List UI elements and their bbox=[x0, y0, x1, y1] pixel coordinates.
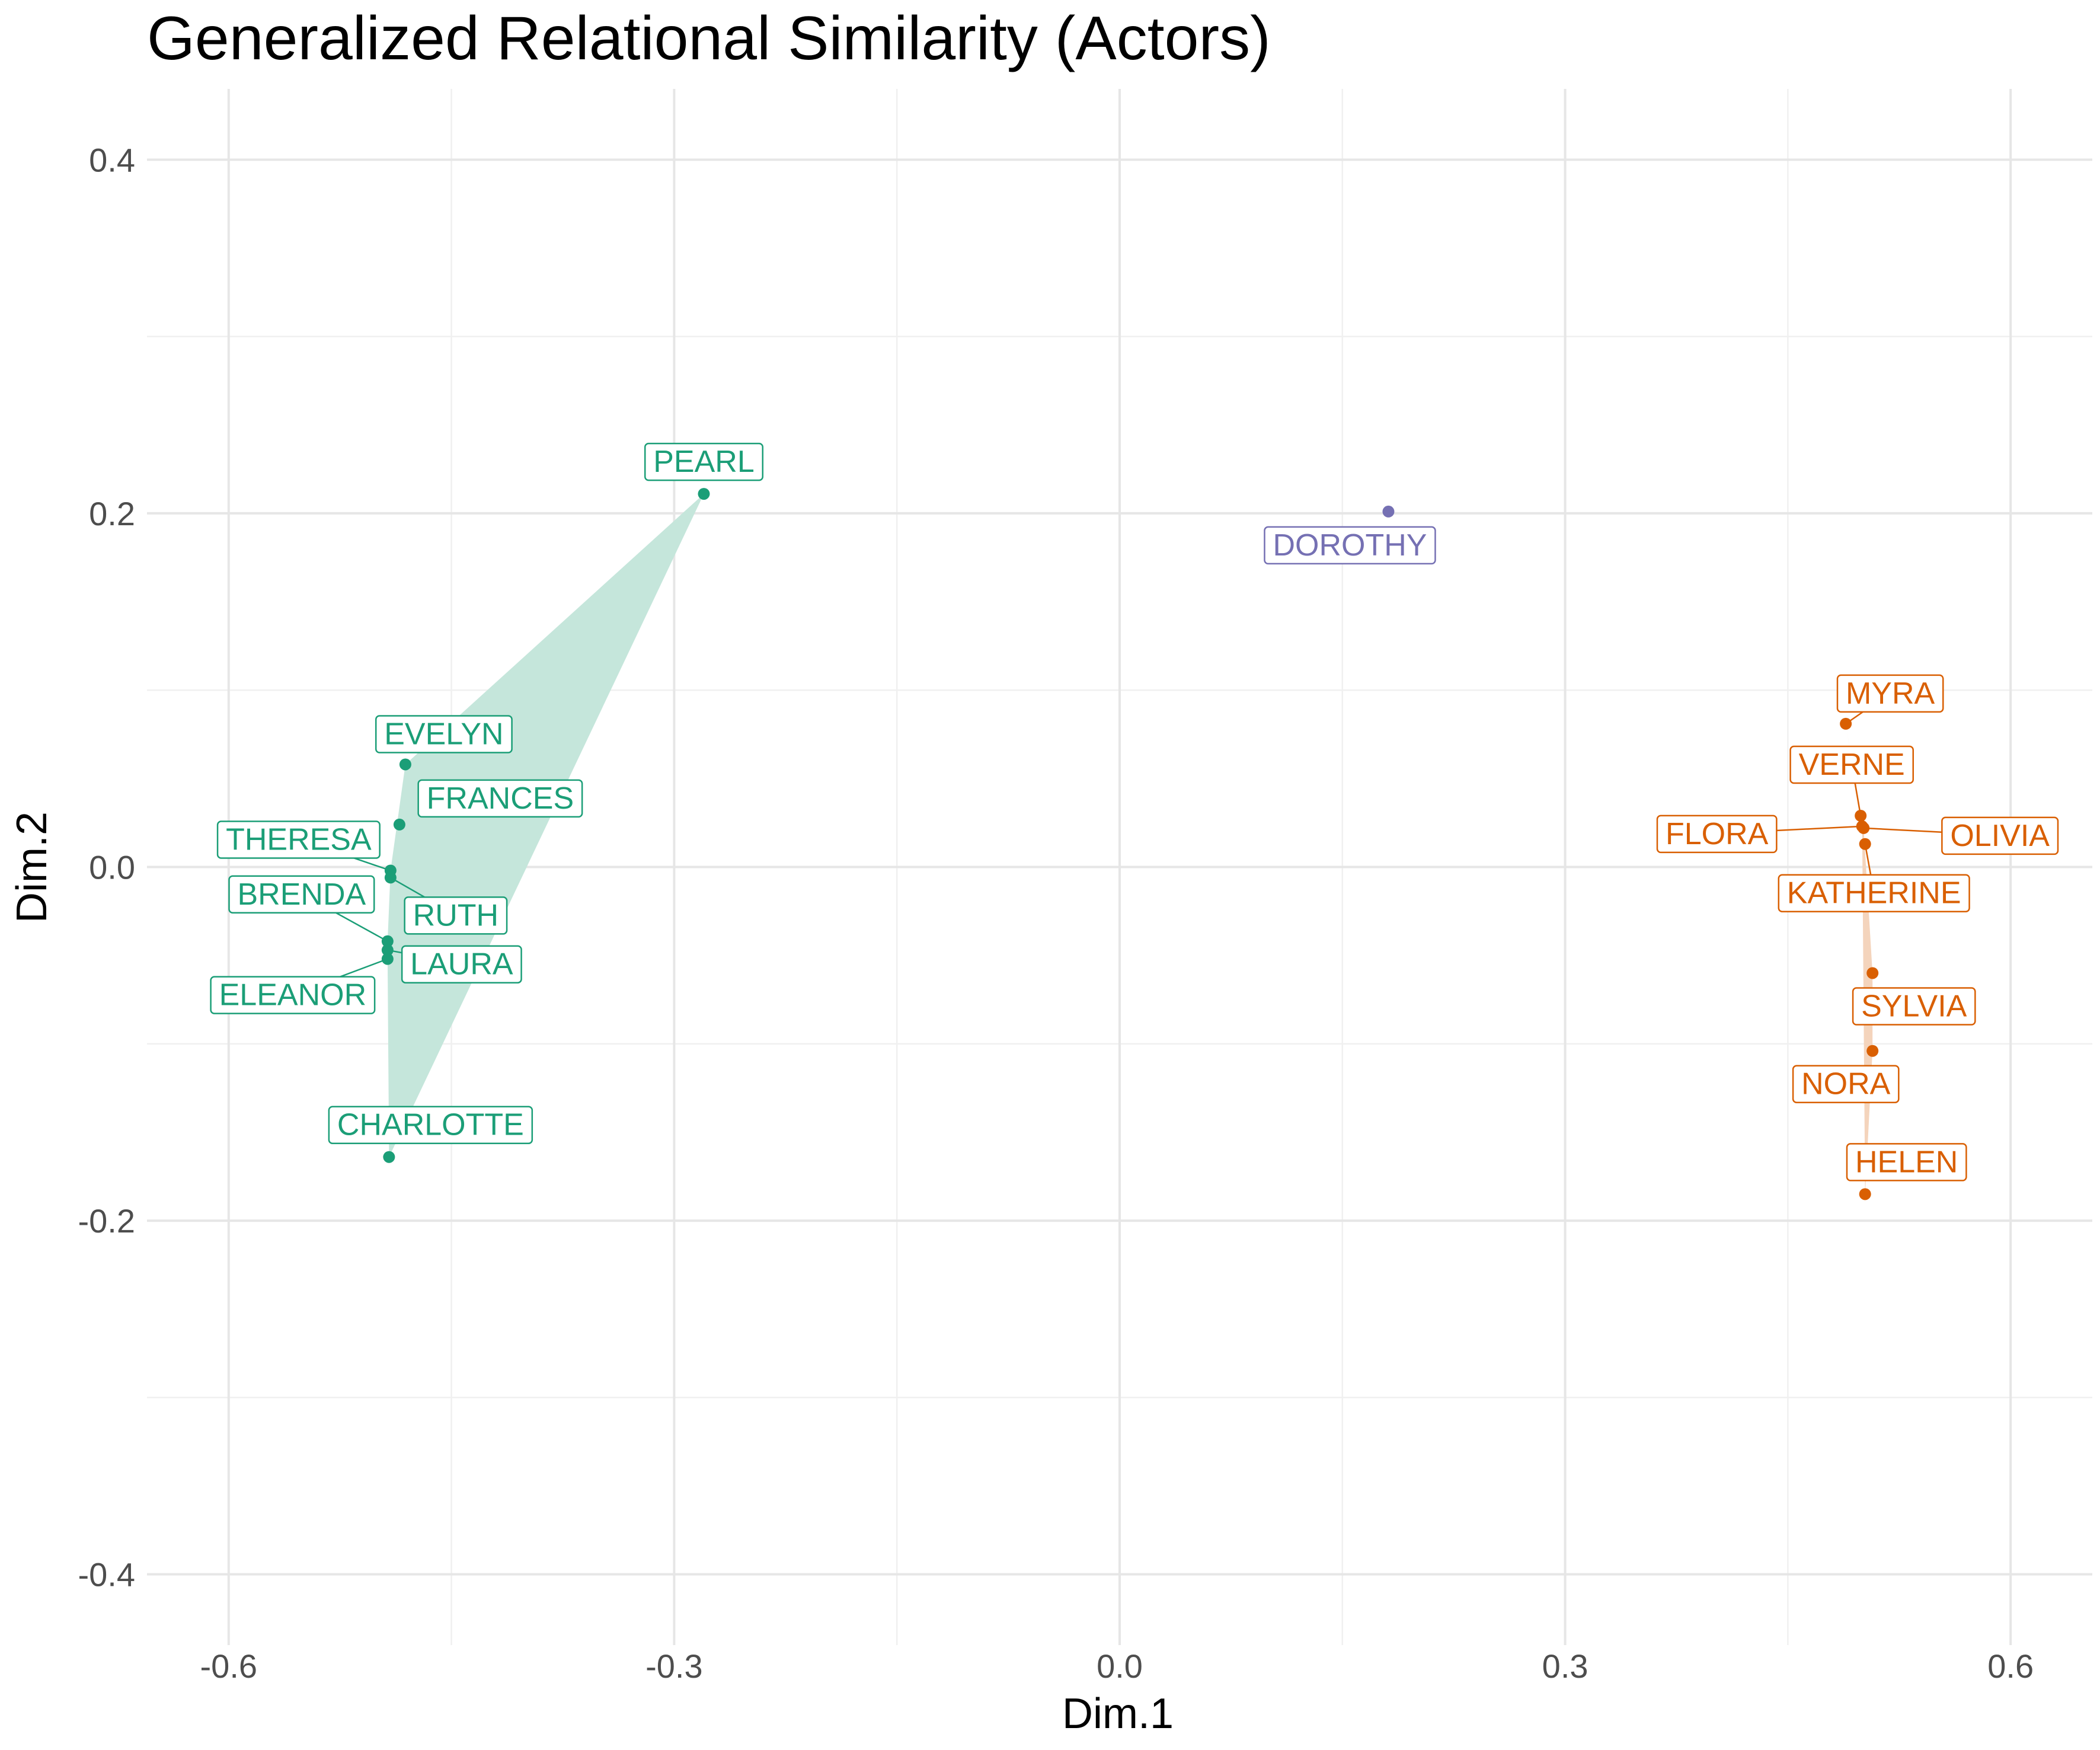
point-label: SYLVIA bbox=[1852, 987, 1976, 1026]
point-label-text: CHARLOTTE bbox=[337, 1108, 524, 1142]
point-label-box bbox=[1264, 526, 1436, 565]
chart-title: Generalized Relational Similarity (Actor… bbox=[147, 4, 1271, 73]
y-tick-label: 0.4 bbox=[89, 141, 135, 178]
grid bbox=[147, 89, 2092, 1645]
data-point bbox=[1859, 838, 1871, 850]
point-label-box bbox=[375, 715, 513, 753]
point-labels: PEARL EVELYN FRANCES THERESA RUTH BRENDA LAURA… bbox=[210, 442, 2059, 1181]
x-tick-label: 0.6 bbox=[1987, 1647, 2034, 1685]
point-label-text: MYRA bbox=[1846, 676, 1935, 711]
data-point bbox=[393, 818, 405, 831]
data-point bbox=[383, 1151, 395, 1163]
y-tick-label: -0.2 bbox=[78, 1202, 136, 1240]
point-label-box bbox=[644, 442, 764, 481]
data-point bbox=[381, 953, 394, 965]
point-label-box bbox=[228, 875, 375, 914]
point-label-text: RUTH bbox=[413, 898, 498, 933]
data-point bbox=[698, 488, 710, 500]
point-label-text: PEARL bbox=[653, 445, 755, 479]
point-label: BRENDA bbox=[228, 875, 375, 914]
point-label: CHARLOTTE bbox=[328, 1106, 533, 1144]
point-label-text: OLIVIA bbox=[1950, 819, 2050, 853]
point-label-text: DOROTHY bbox=[1273, 528, 1427, 563]
data-point bbox=[381, 935, 394, 947]
point-label: NORA bbox=[1792, 1065, 1900, 1103]
point-label: KATHERINE bbox=[1778, 874, 1970, 912]
point-label-text: THERESA bbox=[226, 822, 372, 857]
x-tick-label: -0.3 bbox=[645, 1647, 703, 1685]
point-label-text: EVELYN bbox=[384, 717, 503, 751]
x-tick-label: 0.0 bbox=[1097, 1647, 1143, 1685]
point-label-box bbox=[1792, 1065, 1900, 1103]
point-label-box bbox=[216, 820, 381, 859]
point-label: DOROTHY bbox=[1264, 526, 1436, 565]
point-label: EVELYN bbox=[375, 715, 513, 753]
x-tick-label: -0.6 bbox=[200, 1647, 258, 1685]
point-label-text: FLORA bbox=[1666, 817, 1769, 851]
y-tick-label: 0.0 bbox=[89, 849, 135, 886]
point-label-box bbox=[1836, 674, 1944, 713]
point-label-text: NORA bbox=[1801, 1067, 1891, 1101]
cluster-hulls bbox=[387, 494, 1873, 1195]
data-point bbox=[1859, 1188, 1871, 1200]
point-label: THERESA bbox=[216, 820, 381, 859]
data-point bbox=[399, 758, 411, 771]
point-label-text: SYLVIA bbox=[1861, 989, 1967, 1023]
data-point bbox=[1382, 505, 1395, 518]
point-label: RUTH bbox=[404, 896, 508, 935]
y-tick-label: -0.4 bbox=[78, 1556, 136, 1593]
point-label-box bbox=[328, 1106, 533, 1144]
point-label-box bbox=[1846, 1143, 1967, 1181]
point-label: FLORA bbox=[1656, 815, 1778, 854]
point-label-box bbox=[1778, 874, 1970, 912]
point-label-box bbox=[210, 976, 376, 1014]
point-label: HELEN bbox=[1846, 1143, 1967, 1181]
point-label-box bbox=[417, 779, 583, 818]
point-label-text: ELEANOR bbox=[219, 978, 367, 1013]
data-points bbox=[381, 488, 1879, 1200]
point-label: OLIVIA bbox=[1941, 816, 2059, 855]
data-point bbox=[1858, 822, 1870, 834]
point-label-text: LAURA bbox=[410, 947, 513, 982]
point-label: LAURA bbox=[401, 945, 522, 983]
point-label-box bbox=[1789, 745, 1914, 784]
y-tick-label: 0.2 bbox=[89, 495, 135, 532]
point-label: PEARL bbox=[644, 442, 764, 481]
point-label-box bbox=[1852, 987, 1976, 1026]
point-label: MYRA bbox=[1836, 674, 1944, 713]
point-label-text: VERNE bbox=[1799, 748, 1905, 782]
data-point bbox=[1840, 717, 1852, 730]
cluster-hull bbox=[1846, 723, 1873, 1195]
point-label-box bbox=[1656, 815, 1778, 854]
data-point bbox=[1866, 967, 1879, 979]
point-label-text: FRANCES bbox=[427, 781, 574, 816]
point-label-text: HELEN bbox=[1855, 1145, 1958, 1179]
point-label: VERNE bbox=[1789, 745, 1914, 784]
data-point bbox=[381, 944, 394, 956]
tick-labels: -0.6 -0.3 0.0 0.3 0.6 -0.4 -0.2 0.0 0.2 0.4 bbox=[78, 141, 2034, 1685]
point-label-box bbox=[404, 896, 508, 935]
x-axis-title: Dim.1 bbox=[1062, 1690, 1174, 1738]
cluster-hull bbox=[387, 494, 704, 1157]
data-point bbox=[1855, 809, 1867, 822]
x-tick-label: 0.3 bbox=[1542, 1647, 1588, 1685]
point-label-text: KATHERINE bbox=[1787, 876, 1961, 911]
point-label: FRANCES bbox=[417, 779, 583, 818]
point-label-box bbox=[1941, 816, 2059, 855]
point-label-text: BRENDA bbox=[238, 877, 366, 912]
data-point bbox=[1866, 1045, 1879, 1057]
data-point bbox=[384, 871, 397, 884]
point-label-box bbox=[401, 945, 522, 983]
y-axis-title: Dim.2 bbox=[8, 812, 56, 923]
point-label: ELEANOR bbox=[210, 976, 376, 1014]
